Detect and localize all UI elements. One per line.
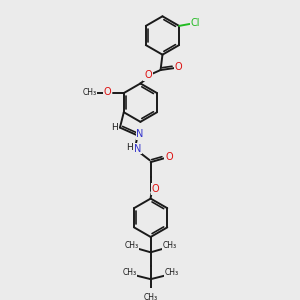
Text: CH₃: CH₃ (82, 88, 96, 97)
Text: O: O (165, 152, 173, 162)
Text: N: N (134, 144, 141, 154)
Text: O: O (175, 62, 183, 72)
Text: H: H (126, 143, 133, 152)
Text: O: O (144, 70, 152, 80)
Text: Cl: Cl (190, 18, 200, 28)
Text: CH₃: CH₃ (165, 268, 179, 277)
Text: N: N (136, 129, 144, 139)
Text: CH₃: CH₃ (122, 268, 136, 277)
Text: CH₃: CH₃ (163, 241, 177, 250)
Text: O: O (152, 184, 159, 194)
Text: CH₃: CH₃ (124, 241, 139, 250)
Text: H: H (111, 123, 118, 132)
Text: CH₃: CH₃ (144, 293, 158, 300)
Text: O: O (104, 87, 111, 97)
